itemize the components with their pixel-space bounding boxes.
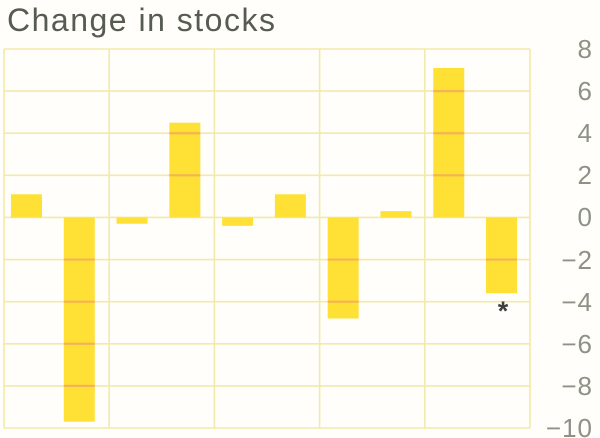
bar (116, 217, 148, 224)
bar (433, 67, 465, 218)
bar (327, 217, 359, 319)
bar (63, 217, 95, 422)
y-tick-label: −6 (561, 328, 593, 359)
bar (169, 122, 201, 218)
bar (486, 217, 518, 294)
y-tick-label: −2 (561, 244, 593, 275)
y-tick-label: 2 (577, 160, 593, 191)
y-tick-label: −4 (561, 286, 593, 317)
y-tick-label: 4 (577, 118, 593, 149)
bar (222, 217, 254, 226)
y-tick-label: −10 (545, 413, 593, 438)
bar (274, 194, 306, 218)
y-tick-label: −8 (561, 370, 593, 401)
footnote-asterisk: * (497, 296, 509, 326)
bar (11, 194, 42, 218)
y-tick-label: 6 (577, 76, 593, 107)
bar (380, 211, 412, 218)
chart-title: Change in stocks (7, 2, 277, 38)
y-tick-label: 0 (577, 202, 593, 233)
y-tick-label: 8 (577, 34, 593, 64)
